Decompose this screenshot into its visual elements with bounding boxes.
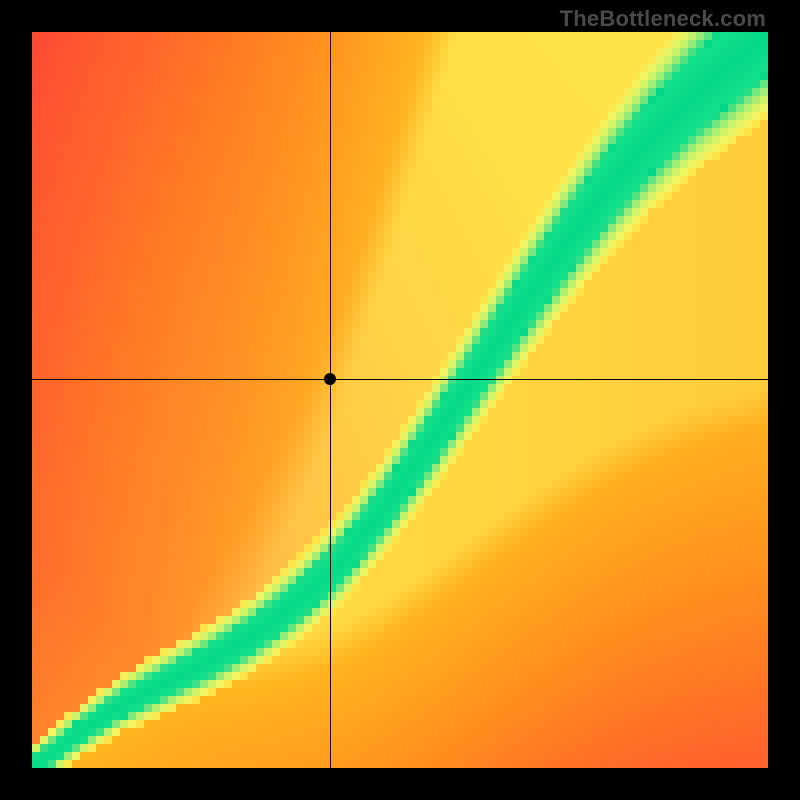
crosshair-horizontal [32,379,768,380]
heatmap-plot [32,32,768,768]
crosshair-marker [324,373,336,385]
outer-frame: TheBottleneck.com [0,0,800,800]
watermark-text: TheBottleneck.com [560,6,766,32]
heatmap-canvas [32,32,768,768]
crosshair-vertical [330,32,331,768]
